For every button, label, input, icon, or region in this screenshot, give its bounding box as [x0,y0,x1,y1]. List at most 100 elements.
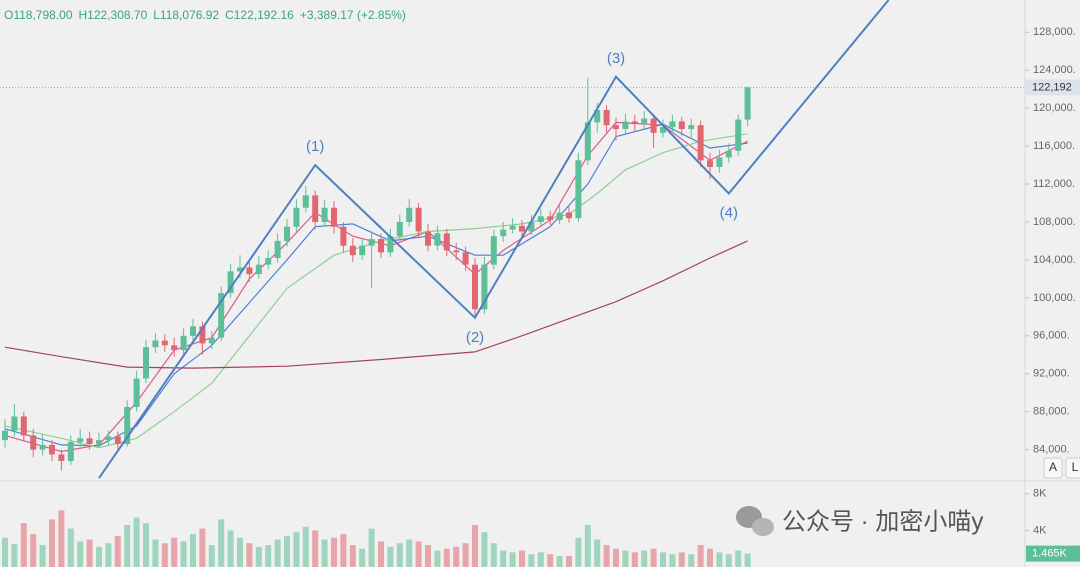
volume-bar [387,546,394,567]
candle-body [566,212,572,219]
candle-body [161,340,168,346]
wave-label: (4) [720,204,738,221]
button-label[interactable]: A [1049,460,1057,474]
volume-bar [490,543,497,567]
volume-bar [133,517,140,567]
y-tick-label: 108,000. [1033,216,1076,228]
volume-bar [566,556,572,567]
candle-body [180,335,187,351]
candle-body [340,226,347,246]
volume-bar [697,545,704,567]
volume-bar [641,550,648,567]
volume-bar [434,550,441,567]
candle-body [547,216,554,221]
ohlc-header: H122,308.70 [79,8,148,22]
candle-body [218,293,225,338]
volume-bar [114,535,121,567]
volume-bar [716,552,723,567]
volume-bar [227,530,234,567]
candle-body [133,378,140,407]
volume-bar [744,553,751,567]
y-tick-label: 88,000. [1033,406,1070,418]
candle-body [255,264,262,275]
volume-bar [472,524,478,567]
volume-bar [237,537,243,567]
volume-bar [556,556,563,567]
candle-body [86,438,93,444]
candle-body [331,207,337,227]
volume-bar [481,532,488,567]
volume-bar [58,510,65,567]
candle-body [368,239,375,246]
volume-bar [312,530,319,567]
button-label[interactable]: L [1072,460,1079,474]
volume-bar [688,554,695,567]
ohlc-header: O118,798.00 [4,8,73,22]
volume-bar [669,554,676,567]
candle-body [509,225,516,230]
volume-bar [302,526,309,567]
candle-body [660,127,666,133]
volume-bar [406,539,413,567]
watermark-text: 公众号 · 加密小喵y [782,508,983,535]
candle-body [669,121,676,128]
candle-body [378,239,384,253]
volume-bar [180,541,187,567]
volume-bar [462,543,469,567]
volume-bar [49,519,55,567]
volume-bar [20,523,27,567]
volume-bar [152,539,159,567]
candle-body [312,195,319,222]
volume-bar [218,519,225,567]
y-tick-label: 128,000. [1033,26,1076,38]
volume-bar [453,546,460,567]
y-tick-label: 112,000. [1033,178,1075,190]
volume-bar [650,548,657,567]
volume-bar [96,546,102,567]
candle-body [443,233,450,251]
volume-bar [39,545,46,567]
candle-body [265,258,272,265]
candle-body [208,337,215,344]
volume-bar [631,552,638,567]
volume-bar [678,552,685,567]
y-tick-label: 124,000. [1033,64,1076,76]
candle-body [39,444,46,450]
candle-body [96,440,102,444]
candle-body [744,87,751,120]
volume-bar [735,550,742,567]
candle-body [359,245,366,256]
volume-bar [725,554,732,567]
volume-bar [2,537,8,567]
candle-body [77,438,84,443]
axis-buttons: A L [1043,457,1080,479]
ohlc-header: +3,389.17 (+2.85%) [300,8,406,22]
candle-body [575,160,582,219]
volume-bar [199,528,206,567]
volume-bar [67,528,74,567]
volume-bar [415,541,422,567]
candle-body [688,125,695,130]
volume-bar [284,535,290,567]
volume-bar [660,552,666,567]
y-tick-label: 104,000. [1033,254,1076,266]
volume-bar [293,532,300,567]
candle-body [537,216,544,222]
volume-bar [359,548,366,567]
button[interactable] [1065,457,1080,479]
volume-bar [124,524,131,567]
volume-bar [537,552,544,567]
candle-body [603,110,610,126]
candle-body [349,245,356,256]
button[interactable] [1043,457,1063,479]
candle-body [387,236,394,253]
candle-body [246,267,253,275]
candle-body [67,442,74,462]
volume-bar [208,545,215,567]
candle-body [678,121,685,130]
candle-body [2,430,8,441]
volume-bar [171,537,178,567]
volume-bar [265,545,272,567]
